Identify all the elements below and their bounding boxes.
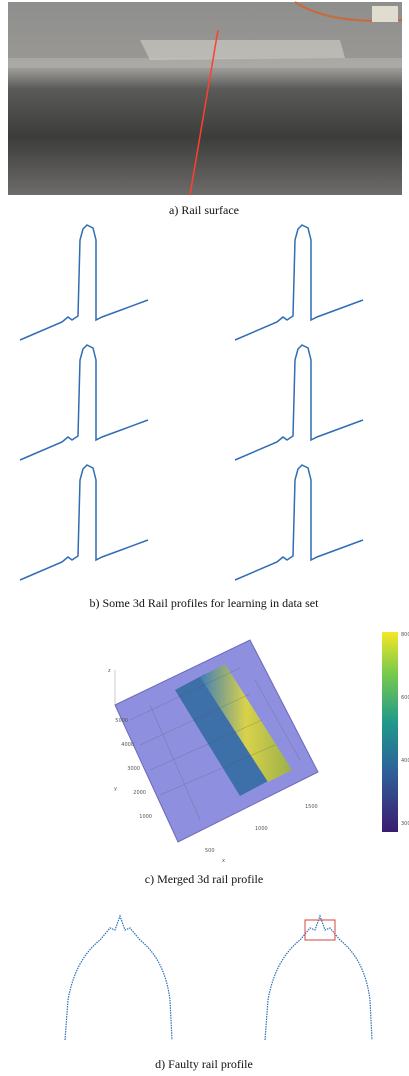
caption: c) Merged 3d rail profile <box>145 872 263 886</box>
rail-profile <box>20 345 148 460</box>
x-tick-label: 500 <box>205 848 215 854</box>
caption: d) Faulty rail profile <box>155 1057 253 1071</box>
rail-profile <box>235 345 363 460</box>
x-tick-label: 1000 <box>255 826 268 832</box>
rail-profile <box>235 465 363 580</box>
merged-3d-plot: z y x <box>108 632 398 864</box>
axis-label: z <box>108 668 111 674</box>
x-tick-label: 1500 <box>305 804 318 810</box>
colorbar-tick-label: 400 <box>401 758 409 764</box>
rail-profiles <box>20 225 363 580</box>
caption: a) Rail surface <box>169 203 239 217</box>
colorbar-tick-label: 600 <box>401 695 409 701</box>
axis-label: x <box>222 858 225 864</box>
rail-profile <box>20 225 148 340</box>
colorbar-tick-label: 300 <box>401 821 409 827</box>
rail-profile <box>235 225 363 340</box>
rail-photo <box>8 2 402 195</box>
y-tick-label: 3000 <box>127 766 140 772</box>
faulty-profiles <box>65 916 372 1040</box>
rail-profile <box>20 465 148 580</box>
axis-label: y <box>114 786 117 792</box>
y-tick-label: 5000 <box>115 718 128 724</box>
y-tick-label: 4000 <box>121 742 134 748</box>
colorbar-tick-label: 800 <box>401 632 409 638</box>
y-tick-label: 1000 <box>139 814 152 820</box>
y-tick-label: 2000 <box>133 790 146 796</box>
figure-page: a) Rail surface b) Some 3d Rail profiles… <box>0 0 409 1076</box>
figure: a) Rail surface b) Some 3d Rail profiles… <box>0 0 409 1076</box>
caption: b) Some 3d Rail profiles for learning in… <box>90 596 320 610</box>
